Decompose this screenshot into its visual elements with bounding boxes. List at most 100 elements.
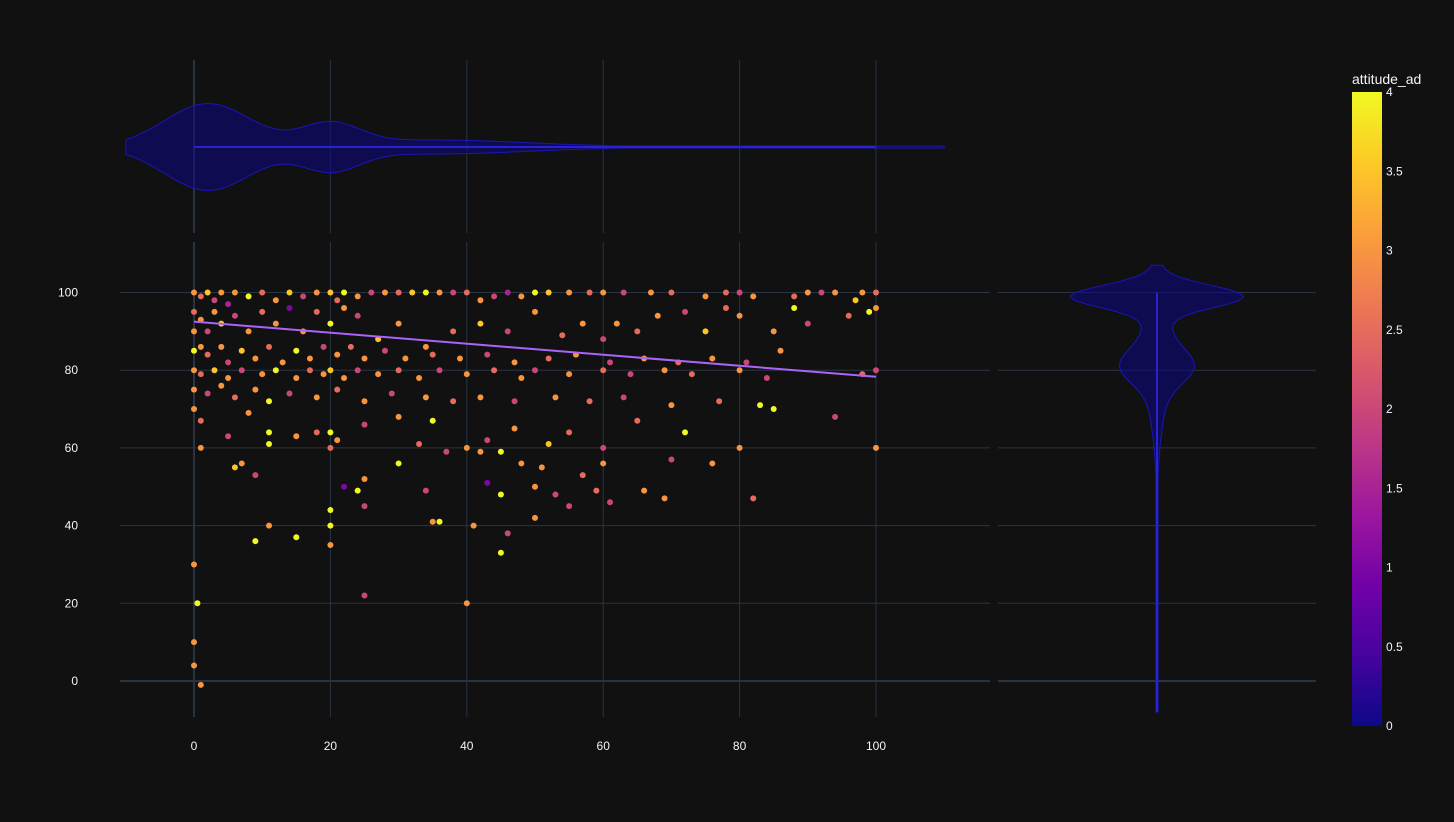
scatter-point: [361, 421, 368, 428]
y-tick-label: 20: [65, 596, 79, 610]
y-tick-label: 100: [58, 286, 78, 300]
scatter-point: [245, 293, 252, 300]
scatter-point: [395, 289, 402, 296]
scatter-point: [286, 390, 293, 397]
scatter-point: [211, 297, 218, 304]
scatter-point: [327, 367, 334, 374]
scatter-point: [191, 328, 197, 335]
scatter-point: [252, 355, 259, 362]
scatter-point: [266, 398, 273, 405]
scatter-point: [320, 371, 327, 378]
scatter-point: [306, 367, 313, 374]
scatter-point: [477, 297, 484, 304]
scatter-point: [395, 367, 402, 374]
scatter-point: [327, 507, 334, 514]
scatter-point: [313, 308, 320, 315]
scatter-point: [859, 289, 866, 296]
scatter-point: [191, 386, 197, 393]
scatter-point: [702, 293, 709, 300]
scatter-point: [579, 320, 586, 327]
scatter-point: [545, 441, 552, 448]
scatter-point: [409, 289, 416, 296]
scatter-point: [272, 320, 279, 327]
scatter-point: [532, 308, 538, 315]
scatter-point: [197, 293, 204, 300]
scatter-point: [381, 347, 388, 354]
scatter-point: [443, 448, 450, 455]
scatter-point: [688, 371, 695, 378]
scatter-point: [361, 592, 368, 599]
scatter-point: [613, 320, 620, 327]
scatter-point: [354, 293, 361, 300]
scatter-point: [497, 491, 504, 498]
scatter-point: [272, 297, 279, 304]
scatter-point: [266, 429, 273, 436]
marginal-y-violin: [1069, 264, 1245, 713]
scatter-point: [225, 374, 232, 381]
scatter-point: [327, 289, 334, 296]
x-tick-label: 0: [191, 739, 198, 753]
scatter-point: [627, 371, 634, 378]
scatter-point: [211, 308, 218, 315]
scatter-point: [682, 429, 689, 436]
y-tick-label: 60: [65, 441, 79, 455]
scatter-point: [743, 359, 750, 366]
scatter-point: [259, 371, 266, 378]
scatter-point: [347, 343, 354, 350]
scatter-point: [852, 297, 859, 304]
scatter-point: [538, 464, 545, 471]
scatter-point: [334, 437, 341, 444]
scatter-point: [313, 394, 320, 401]
scatter-point: [334, 386, 341, 393]
scatter-point: [197, 417, 204, 424]
scatter-point: [579, 472, 586, 479]
scatter-point: [327, 542, 334, 549]
scatter-point: [750, 293, 757, 300]
scatter-point: [668, 456, 675, 463]
y-tick-label: 40: [65, 519, 79, 533]
scatter-point: [661, 495, 668, 502]
scatter-point: [532, 289, 538, 296]
scatter-point: [873, 367, 879, 374]
scatter-point: [381, 289, 388, 296]
scatter-point: [191, 639, 197, 646]
scatter-point: [327, 429, 334, 436]
scatter-point: [327, 444, 334, 451]
scatter-point: [484, 437, 491, 444]
scatter-point: [204, 289, 211, 296]
x-tick-label: 40: [460, 739, 474, 753]
scatter-point: [504, 328, 511, 335]
x-tick-label: 100: [866, 739, 886, 753]
scatter-point: [436, 518, 443, 525]
scatter-point: [484, 351, 491, 358]
scatter-point: [361, 503, 368, 510]
scatter-point: [641, 487, 648, 494]
scatter-point: [402, 355, 409, 362]
scatter-point: [804, 289, 811, 296]
scatter-point: [286, 289, 293, 296]
scatter-point: [770, 328, 777, 335]
scatter-point: [716, 398, 723, 405]
scatter-point: [873, 305, 879, 312]
scatter-point: [545, 289, 552, 296]
scatter-point: [682, 308, 689, 315]
scatter-point: [231, 464, 238, 471]
y-tick-label: 0: [71, 674, 78, 688]
scatter-point: [491, 293, 498, 300]
scatter-point: [191, 347, 197, 354]
scatter-point: [395, 413, 402, 420]
scatter-point: [194, 600, 201, 607]
scatter-point: [422, 343, 429, 350]
scatter-point: [736, 312, 743, 319]
scatter-point: [395, 320, 402, 327]
colorbar-tick-label: 0.5: [1386, 640, 1403, 654]
scatter-point: [225, 433, 232, 440]
scatter-point: [463, 444, 470, 451]
scatter-point: [375, 371, 382, 378]
scatter-point: [477, 394, 484, 401]
scatter-point: [750, 495, 757, 502]
scatter-point: [429, 518, 436, 525]
scatter-point: [191, 406, 197, 413]
scatter-point: [341, 289, 348, 296]
